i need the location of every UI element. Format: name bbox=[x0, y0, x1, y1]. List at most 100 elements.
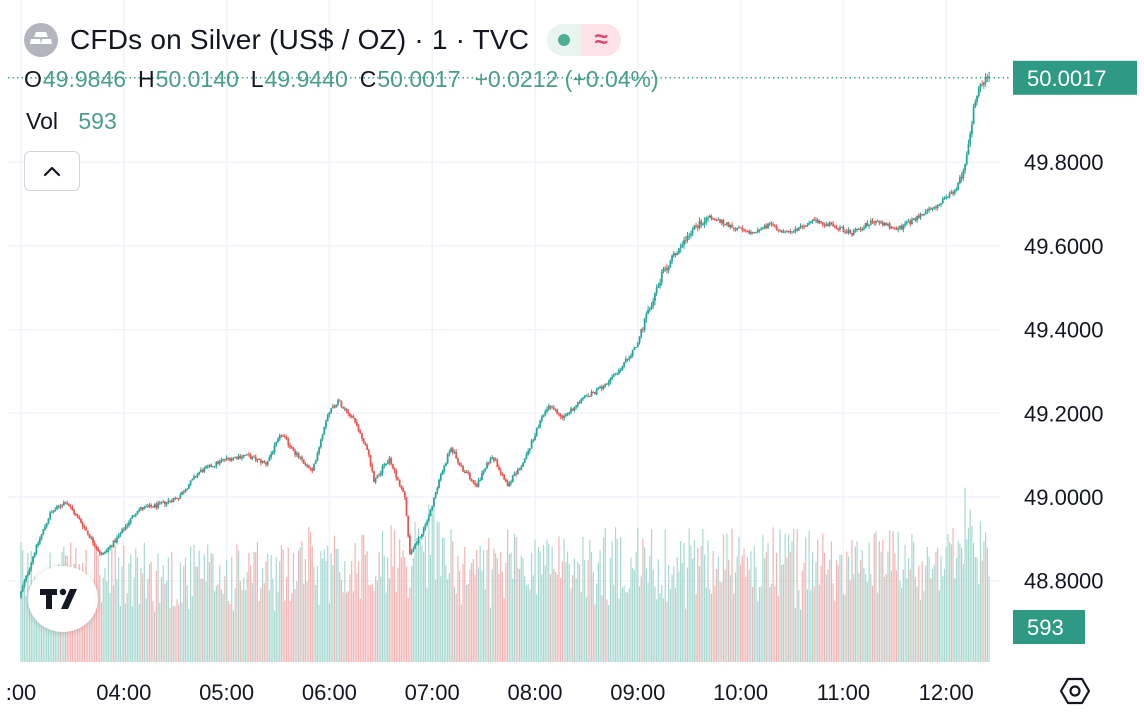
chart-settings-button[interactable] bbox=[1058, 674, 1092, 708]
candle-body bbox=[849, 229, 852, 234]
candle-body bbox=[501, 473, 504, 476]
candle-body bbox=[232, 457, 235, 459]
volume-bar bbox=[786, 557, 788, 662]
candle-body bbox=[297, 453, 300, 458]
volume-bar bbox=[292, 552, 295, 662]
volume-bar bbox=[428, 504, 430, 662]
volume-bar bbox=[503, 598, 505, 662]
price-axis[interactable]: 49.8000 49.6000 49.4000 49.2000 49.0000 48.80… bbox=[1024, 150, 1104, 594]
volume-bar bbox=[347, 591, 349, 662]
candle-body bbox=[97, 548, 99, 552]
candle-body bbox=[657, 285, 660, 288]
candle-body bbox=[590, 392, 593, 396]
candle-body bbox=[916, 215, 918, 221]
candle-body bbox=[681, 244, 684, 247]
volume-bar bbox=[339, 571, 341, 662]
volume-bar bbox=[160, 577, 163, 662]
volume-bar bbox=[765, 552, 767, 662]
volume-bar bbox=[983, 541, 985, 662]
volume-bar bbox=[508, 554, 510, 662]
candle-body bbox=[669, 261, 672, 268]
volume-bar bbox=[433, 505, 435, 662]
candle-body bbox=[650, 305, 653, 309]
volume-bar bbox=[733, 593, 735, 662]
volume-bar bbox=[203, 554, 205, 662]
volume-bar bbox=[889, 530, 891, 662]
candle-body bbox=[756, 229, 759, 232]
volume-bar bbox=[527, 583, 529, 662]
volume-bar bbox=[961, 548, 963, 662]
volume-bar bbox=[870, 574, 872, 662]
volume-bar bbox=[599, 550, 601, 662]
volume-bar bbox=[301, 541, 303, 662]
candle-body bbox=[710, 215, 713, 219]
tradingview-logo-button[interactable] bbox=[28, 566, 98, 632]
candle-body bbox=[897, 227, 900, 230]
market-status-pill[interactable]: ≈ bbox=[547, 24, 622, 56]
candle-body bbox=[751, 232, 754, 234]
volume-label[interactable]: Vol bbox=[26, 108, 58, 134]
volume-bar bbox=[520, 555, 522, 662]
volume-bar bbox=[532, 575, 534, 662]
candle-body bbox=[105, 549, 108, 553]
candle-body bbox=[230, 458, 233, 461]
last-volume-badge: 593 bbox=[1013, 610, 1085, 644]
volume-bar bbox=[803, 562, 805, 662]
volume-bar bbox=[438, 522, 440, 662]
candle-body bbox=[782, 231, 785, 233]
volume-bar bbox=[955, 558, 958, 662]
candle-body bbox=[200, 469, 202, 472]
volume-bar bbox=[190, 546, 192, 662]
volume-bar bbox=[237, 550, 240, 662]
candle-body bbox=[749, 232, 752, 234]
candle-body bbox=[340, 400, 343, 407]
volume-bar bbox=[775, 552, 778, 662]
candle-body bbox=[405, 497, 408, 516]
symbol-title[interactable]: CFDs on Silver (US$ / OZ) · 1 · TVC bbox=[70, 24, 530, 55]
candle-body bbox=[44, 526, 46, 530]
candle-body bbox=[304, 463, 307, 466]
candle-body bbox=[815, 219, 817, 221]
candle-body bbox=[69, 506, 72, 508]
volume-bar bbox=[477, 567, 480, 662]
volume-bar bbox=[688, 528, 690, 662]
volume-bar bbox=[851, 539, 853, 662]
volume-bar bbox=[443, 537, 445, 662]
time-axis[interactable]: :00 04:00 05:00 06:00 07:00 08:00 09:00 10:00 11… bbox=[6, 680, 974, 705]
candle-body bbox=[780, 230, 783, 233]
candle-body bbox=[530, 440, 533, 449]
candle-body bbox=[109, 545, 111, 548]
market-open-dot-icon[interactable] bbox=[547, 24, 582, 56]
candle-body bbox=[611, 376, 613, 379]
volume-bar bbox=[164, 583, 166, 662]
volume-bar bbox=[734, 572, 737, 662]
candle-body bbox=[350, 415, 353, 417]
candle-body bbox=[602, 386, 605, 389]
volume-bar bbox=[232, 610, 235, 662]
candle-body bbox=[246, 454, 249, 456]
volume-bar bbox=[866, 582, 868, 662]
volume-bar bbox=[450, 529, 452, 662]
candle-body bbox=[717, 219, 720, 221]
candle-body bbox=[271, 452, 274, 454]
silver-bars-icon[interactable] bbox=[24, 23, 58, 57]
candle-body bbox=[172, 498, 175, 502]
candle-body bbox=[194, 476, 197, 478]
volume-bar bbox=[789, 551, 791, 662]
volume-bar bbox=[299, 547, 301, 662]
volume-bar bbox=[506, 529, 509, 662]
candle-body bbox=[911, 219, 913, 225]
candle-body bbox=[678, 248, 680, 254]
volume-bar bbox=[880, 551, 882, 662]
candle-body bbox=[316, 453, 319, 461]
delayed-data-icon[interactable]: ≈ bbox=[581, 24, 622, 56]
collapse-legend-button[interactable] bbox=[24, 151, 80, 191]
candle-body bbox=[583, 395, 586, 398]
volume-bar bbox=[453, 586, 456, 662]
candle-body bbox=[563, 415, 566, 419]
volume-bar bbox=[186, 585, 188, 662]
volume-bar bbox=[476, 550, 478, 662]
candle-body bbox=[864, 222, 867, 228]
volume-bar bbox=[878, 541, 880, 662]
